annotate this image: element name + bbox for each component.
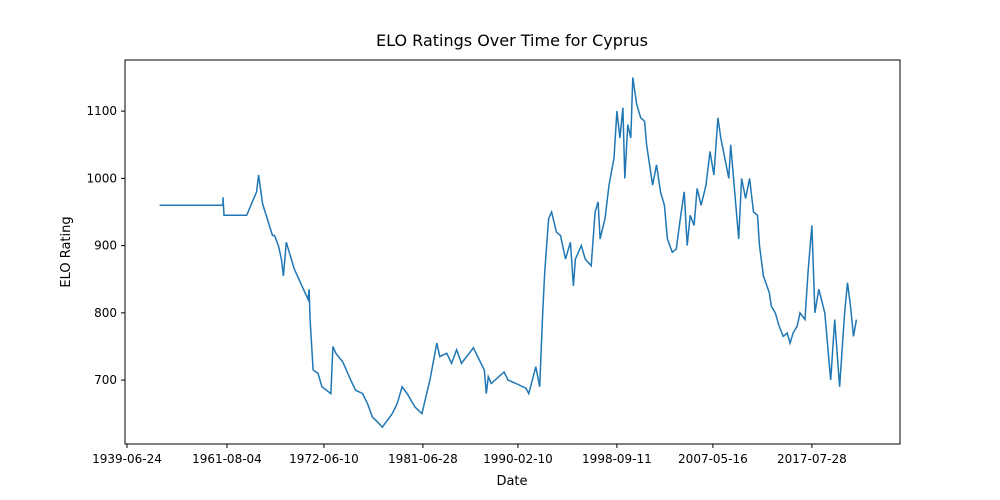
x-tick-label: 1981-06-28 xyxy=(388,452,458,466)
x-tick-label: 1939-06-24 xyxy=(92,452,162,466)
x-tick-label: 1990-02-10 xyxy=(483,452,553,466)
y-tick-label: 800 xyxy=(94,306,117,320)
x-tick-label: 1972-06-10 xyxy=(289,452,359,466)
plot-frame xyxy=(124,59,901,445)
x-axis-label: Date xyxy=(496,474,527,489)
y-tick-label: 900 xyxy=(94,239,117,253)
y-axis-label: ELO Rating xyxy=(59,216,74,287)
x-tick-label: 2017-07-28 xyxy=(777,452,847,466)
y-tick-label: 700 xyxy=(94,373,117,387)
y-tick-label: 1100 xyxy=(86,104,117,118)
chart-title: ELO Ratings Over Time for Cyprus xyxy=(376,31,648,50)
x-tick-label: 1998-09-11 xyxy=(582,452,652,466)
line-series xyxy=(159,77,858,429)
y-tick-label: 1000 xyxy=(86,171,117,185)
x-tick-label: 2007-05-16 xyxy=(678,452,748,466)
x-tick-label: 1961-08-04 xyxy=(192,452,262,466)
